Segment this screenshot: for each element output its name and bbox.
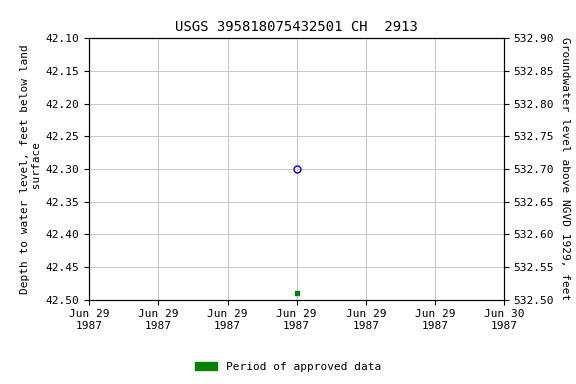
Y-axis label: Groundwater level above NGVD 1929, feet: Groundwater level above NGVD 1929, feet — [560, 37, 570, 301]
Y-axis label: Depth to water level, feet below land
 surface: Depth to water level, feet below land su… — [20, 44, 41, 294]
Legend: Period of approved data: Period of approved data — [191, 358, 385, 377]
Title: USGS 395818075432501 CH  2913: USGS 395818075432501 CH 2913 — [175, 20, 418, 35]
